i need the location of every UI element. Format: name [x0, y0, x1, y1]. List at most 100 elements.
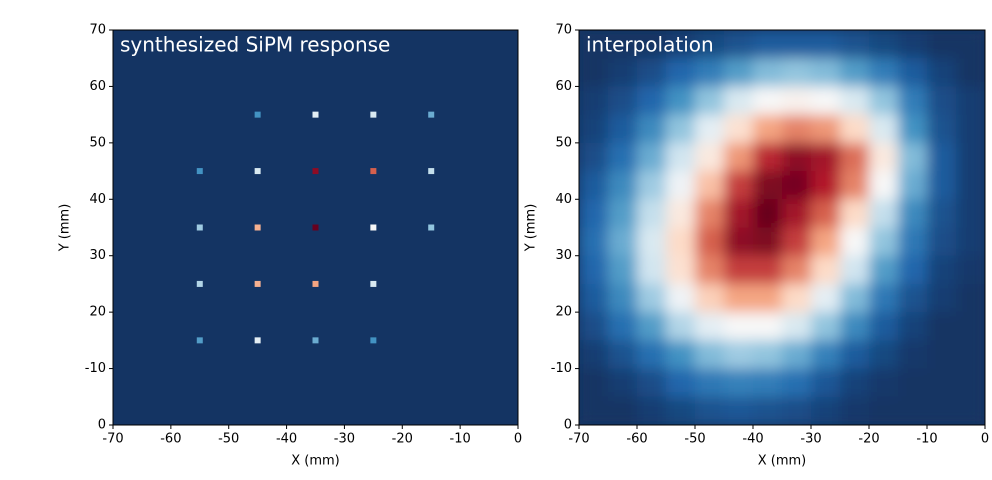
heatmap-cell [753, 340, 783, 370]
heatmap-cell [927, 368, 957, 398]
heatmap-cell [608, 86, 638, 116]
heatmap-cell [637, 58, 667, 87]
heatmap-cell [927, 114, 957, 144]
y-tick-label: 70 [555, 23, 572, 38]
heatmap-cell [840, 58, 870, 87]
heatmap-cell [724, 283, 754, 313]
y-tick-label: -10 [551, 361, 572, 376]
heatmap-cell [724, 368, 754, 398]
heatmap-cell [927, 86, 957, 116]
heatmap-cell [695, 30, 725, 59]
heatmap-cell [666, 30, 696, 59]
heatmap-cell [956, 283, 985, 313]
heatmap-cell [898, 171, 928, 200]
heatmap-cell [811, 30, 841, 59]
heatmap-cell [869, 368, 899, 398]
heatmap-cell [840, 199, 870, 228]
x-tick-label: 0 [514, 432, 522, 447]
heatmap-cell [898, 312, 928, 341]
plot-title: interpolation [586, 33, 714, 57]
heatmap-cell [782, 368, 812, 398]
heatmap-cell [666, 114, 696, 144]
heatmap-cell [724, 227, 754, 257]
heatmap-cell [608, 171, 638, 200]
heatmap-cell [724, 58, 754, 87]
heatmap-cell [956, 86, 985, 116]
heatmap-cell [695, 340, 725, 370]
heatmap-cell [840, 340, 870, 370]
heatmap-cell [637, 255, 667, 285]
heatmap-cell [666, 255, 696, 285]
heatmap-cell [724, 255, 754, 285]
sensor-pixel [196, 280, 203, 287]
sensor-pixel [428, 111, 435, 118]
heatmap-cell [956, 312, 985, 341]
heatmap-cell [956, 114, 985, 144]
heatmap-cell [579, 30, 609, 59]
heatmap-cell [782, 142, 812, 172]
heatmap-cell [637, 142, 667, 172]
heatmap-cell [869, 340, 899, 370]
heatmap-cell [927, 171, 957, 200]
sensor-pixel [254, 224, 261, 231]
heatmap-cell [927, 30, 957, 59]
heatmap-cell [695, 114, 725, 144]
x-tick-label: -10 [916, 432, 937, 447]
x-tick-label: -30 [800, 432, 821, 447]
y-tick-label: 30 [555, 248, 572, 263]
heatmap-cell [869, 142, 899, 172]
heatmap-cell [811, 171, 841, 200]
heatmap-cell [666, 86, 696, 116]
y-tick-label: 40 [555, 192, 572, 207]
heatmap-cell [579, 171, 609, 200]
x-tick-label: -40 [742, 432, 763, 447]
heatmap-cell [637, 199, 667, 228]
plot-frame [578, 29, 986, 426]
heatmap-cell [579, 114, 609, 144]
heatmap-cell [869, 171, 899, 200]
heatmap-cell [753, 312, 783, 341]
heatmap-cell [840, 283, 870, 313]
heatmap-cell [695, 199, 725, 228]
heatmap-cells [579, 30, 985, 425]
heatmap-cell [608, 283, 638, 313]
y-tick-label: 30 [89, 248, 106, 263]
heatmap-cell [956, 368, 985, 398]
heatmap-cell [579, 396, 609, 425]
heatmap-cell [927, 58, 957, 87]
x-tick-label: -70 [102, 432, 123, 447]
y-tick-label: 60 [89, 79, 106, 94]
heatmap-cell [724, 114, 754, 144]
heatmap-cell [782, 227, 812, 257]
y-tick-label: 60 [555, 79, 572, 94]
heatmap-cell [811, 142, 841, 172]
heatmap-cell [695, 255, 725, 285]
x-tick-label: -30 [334, 432, 355, 447]
heatmap-cell [753, 255, 783, 285]
heatmap-cell [666, 368, 696, 398]
heatmap-cell [811, 114, 841, 144]
heatmap-cell [869, 30, 899, 59]
heatmap-cell [753, 199, 783, 228]
y-tick-label: 70 [89, 23, 106, 38]
heatmap-cell [666, 58, 696, 87]
x-tick-label: -20 [392, 432, 413, 447]
heatmap-cell [840, 368, 870, 398]
heatmap-cell [579, 283, 609, 313]
heatmap-cell [956, 58, 985, 87]
heatmap-cell [927, 142, 957, 172]
x-tick-label: -10 [450, 432, 471, 447]
y-tick-label: 40 [89, 192, 106, 207]
heatmap-cell [782, 58, 812, 87]
heatmap-cell [898, 114, 928, 144]
heatmap-cell [956, 171, 985, 200]
heatmap-cell [811, 58, 841, 87]
heatmap-cell [666, 340, 696, 370]
x-tick-label: -60 [160, 432, 181, 447]
heatmap-cell [956, 142, 985, 172]
heatmap-cell [869, 396, 899, 425]
heatmap-cell [637, 340, 667, 370]
heatmap-cell [782, 340, 812, 370]
sensor-pixel [254, 168, 261, 175]
